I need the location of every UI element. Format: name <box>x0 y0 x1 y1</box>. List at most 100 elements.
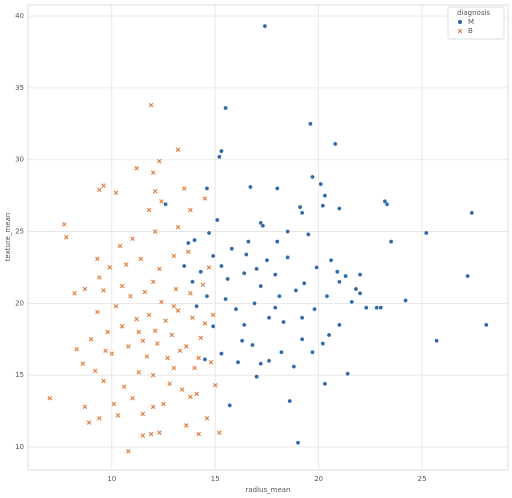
scatter-point <box>297 204 303 210</box>
scatter-point <box>196 355 201 361</box>
scatter-point <box>198 335 204 341</box>
legend-label: M <box>468 18 474 26</box>
scatter-point <box>190 279 195 285</box>
scatter-point <box>188 291 193 296</box>
y-tick-label: 10 <box>15 443 24 451</box>
scatter-point <box>219 351 224 356</box>
scatter-point <box>328 257 334 263</box>
scatter-point <box>117 243 123 249</box>
scatter-point <box>82 286 88 292</box>
scatter-point <box>285 229 290 234</box>
scatter-point <box>219 148 224 154</box>
scatter-point <box>150 404 156 410</box>
scatter-point <box>105 329 110 335</box>
scatter-point <box>337 279 342 285</box>
scatter-point <box>61 222 67 227</box>
scatter-point <box>320 341 326 346</box>
y-tick-label: 35 <box>15 84 24 92</box>
scatter-point <box>157 266 162 272</box>
scatter-point <box>144 354 150 359</box>
scatter-point <box>119 324 125 329</box>
scatter-point <box>215 217 220 223</box>
scatter-point <box>306 232 311 237</box>
scatter-point <box>86 420 92 425</box>
scatter-point <box>285 255 290 260</box>
scatter-point <box>190 315 195 321</box>
scatter-point <box>202 321 208 326</box>
scatter-point <box>113 303 119 309</box>
scatter-point <box>217 154 222 160</box>
scatter-point <box>175 224 181 230</box>
scatter-point <box>204 293 210 299</box>
scatter-point <box>150 170 156 175</box>
scatter-point <box>322 381 328 387</box>
scatter-point <box>126 344 131 349</box>
scatter-point <box>275 186 280 191</box>
scatter-point <box>121 384 127 389</box>
scatter-point <box>262 23 268 29</box>
x-tick-label: 10 <box>107 475 116 483</box>
scatter-point <box>260 223 266 229</box>
scatter-point <box>208 359 214 365</box>
scatter-point <box>434 338 439 344</box>
scatter-point <box>157 430 162 435</box>
scatter-point <box>123 262 129 267</box>
scatter-point <box>80 361 86 366</box>
scatter-point <box>97 415 102 421</box>
scatter-point <box>219 263 224 269</box>
scatter-point <box>134 316 139 322</box>
scatter-point <box>312 306 317 312</box>
scatter-point <box>299 315 305 321</box>
scatter-point <box>277 293 282 299</box>
scatter-point <box>310 174 315 180</box>
scatter-point <box>210 253 216 259</box>
scatter-point <box>349 299 355 305</box>
scatter-point <box>357 291 363 296</box>
scatter-point <box>181 186 187 191</box>
y-tick-label: 40 <box>15 12 24 20</box>
scatter-point <box>241 270 247 276</box>
scatter-point <box>212 382 218 388</box>
scatter-point <box>204 186 210 191</box>
scatter-point <box>194 391 199 397</box>
scatter-point <box>101 288 106 293</box>
scatter-point <box>82 404 88 410</box>
scatter-point <box>146 312 152 318</box>
scatter-point <box>186 240 191 246</box>
scatter-point <box>179 387 185 392</box>
scatter-point <box>72 291 77 296</box>
x-tick-label: 25 <box>418 475 427 483</box>
scatter-point <box>130 236 135 242</box>
scatter-point <box>111 401 117 407</box>
legend-marker <box>457 19 463 25</box>
y-tick-label: 15 <box>15 371 24 379</box>
x-tick-label: 15 <box>211 475 220 483</box>
scatter-point <box>198 269 204 275</box>
scatter-point <box>192 365 197 371</box>
scatter-point <box>465 273 470 279</box>
scatter-point <box>252 301 257 306</box>
scatter-point <box>206 265 212 270</box>
scatter-point <box>101 378 106 384</box>
scatter-point <box>210 324 216 329</box>
y-tick-label: 30 <box>15 156 24 164</box>
scatter-point <box>177 348 183 354</box>
scatter-point <box>167 381 173 387</box>
scatter-point <box>140 338 146 344</box>
scatter-point <box>217 430 222 435</box>
scatter-point <box>235 359 241 365</box>
scatter-point <box>138 256 144 262</box>
scatter-point <box>332 141 338 147</box>
legend-marker <box>457 28 463 34</box>
scatter-point <box>206 230 212 236</box>
scatter-point <box>324 293 330 299</box>
scatter-point <box>140 411 146 417</box>
scatter-point <box>374 305 379 310</box>
scatter-point <box>264 257 270 263</box>
scatter-point <box>119 283 125 289</box>
scatter-point <box>101 183 106 188</box>
scatter-point <box>202 196 208 201</box>
scatter-point <box>363 305 369 310</box>
scatter-point <box>320 203 326 208</box>
scatter-point <box>254 266 259 272</box>
